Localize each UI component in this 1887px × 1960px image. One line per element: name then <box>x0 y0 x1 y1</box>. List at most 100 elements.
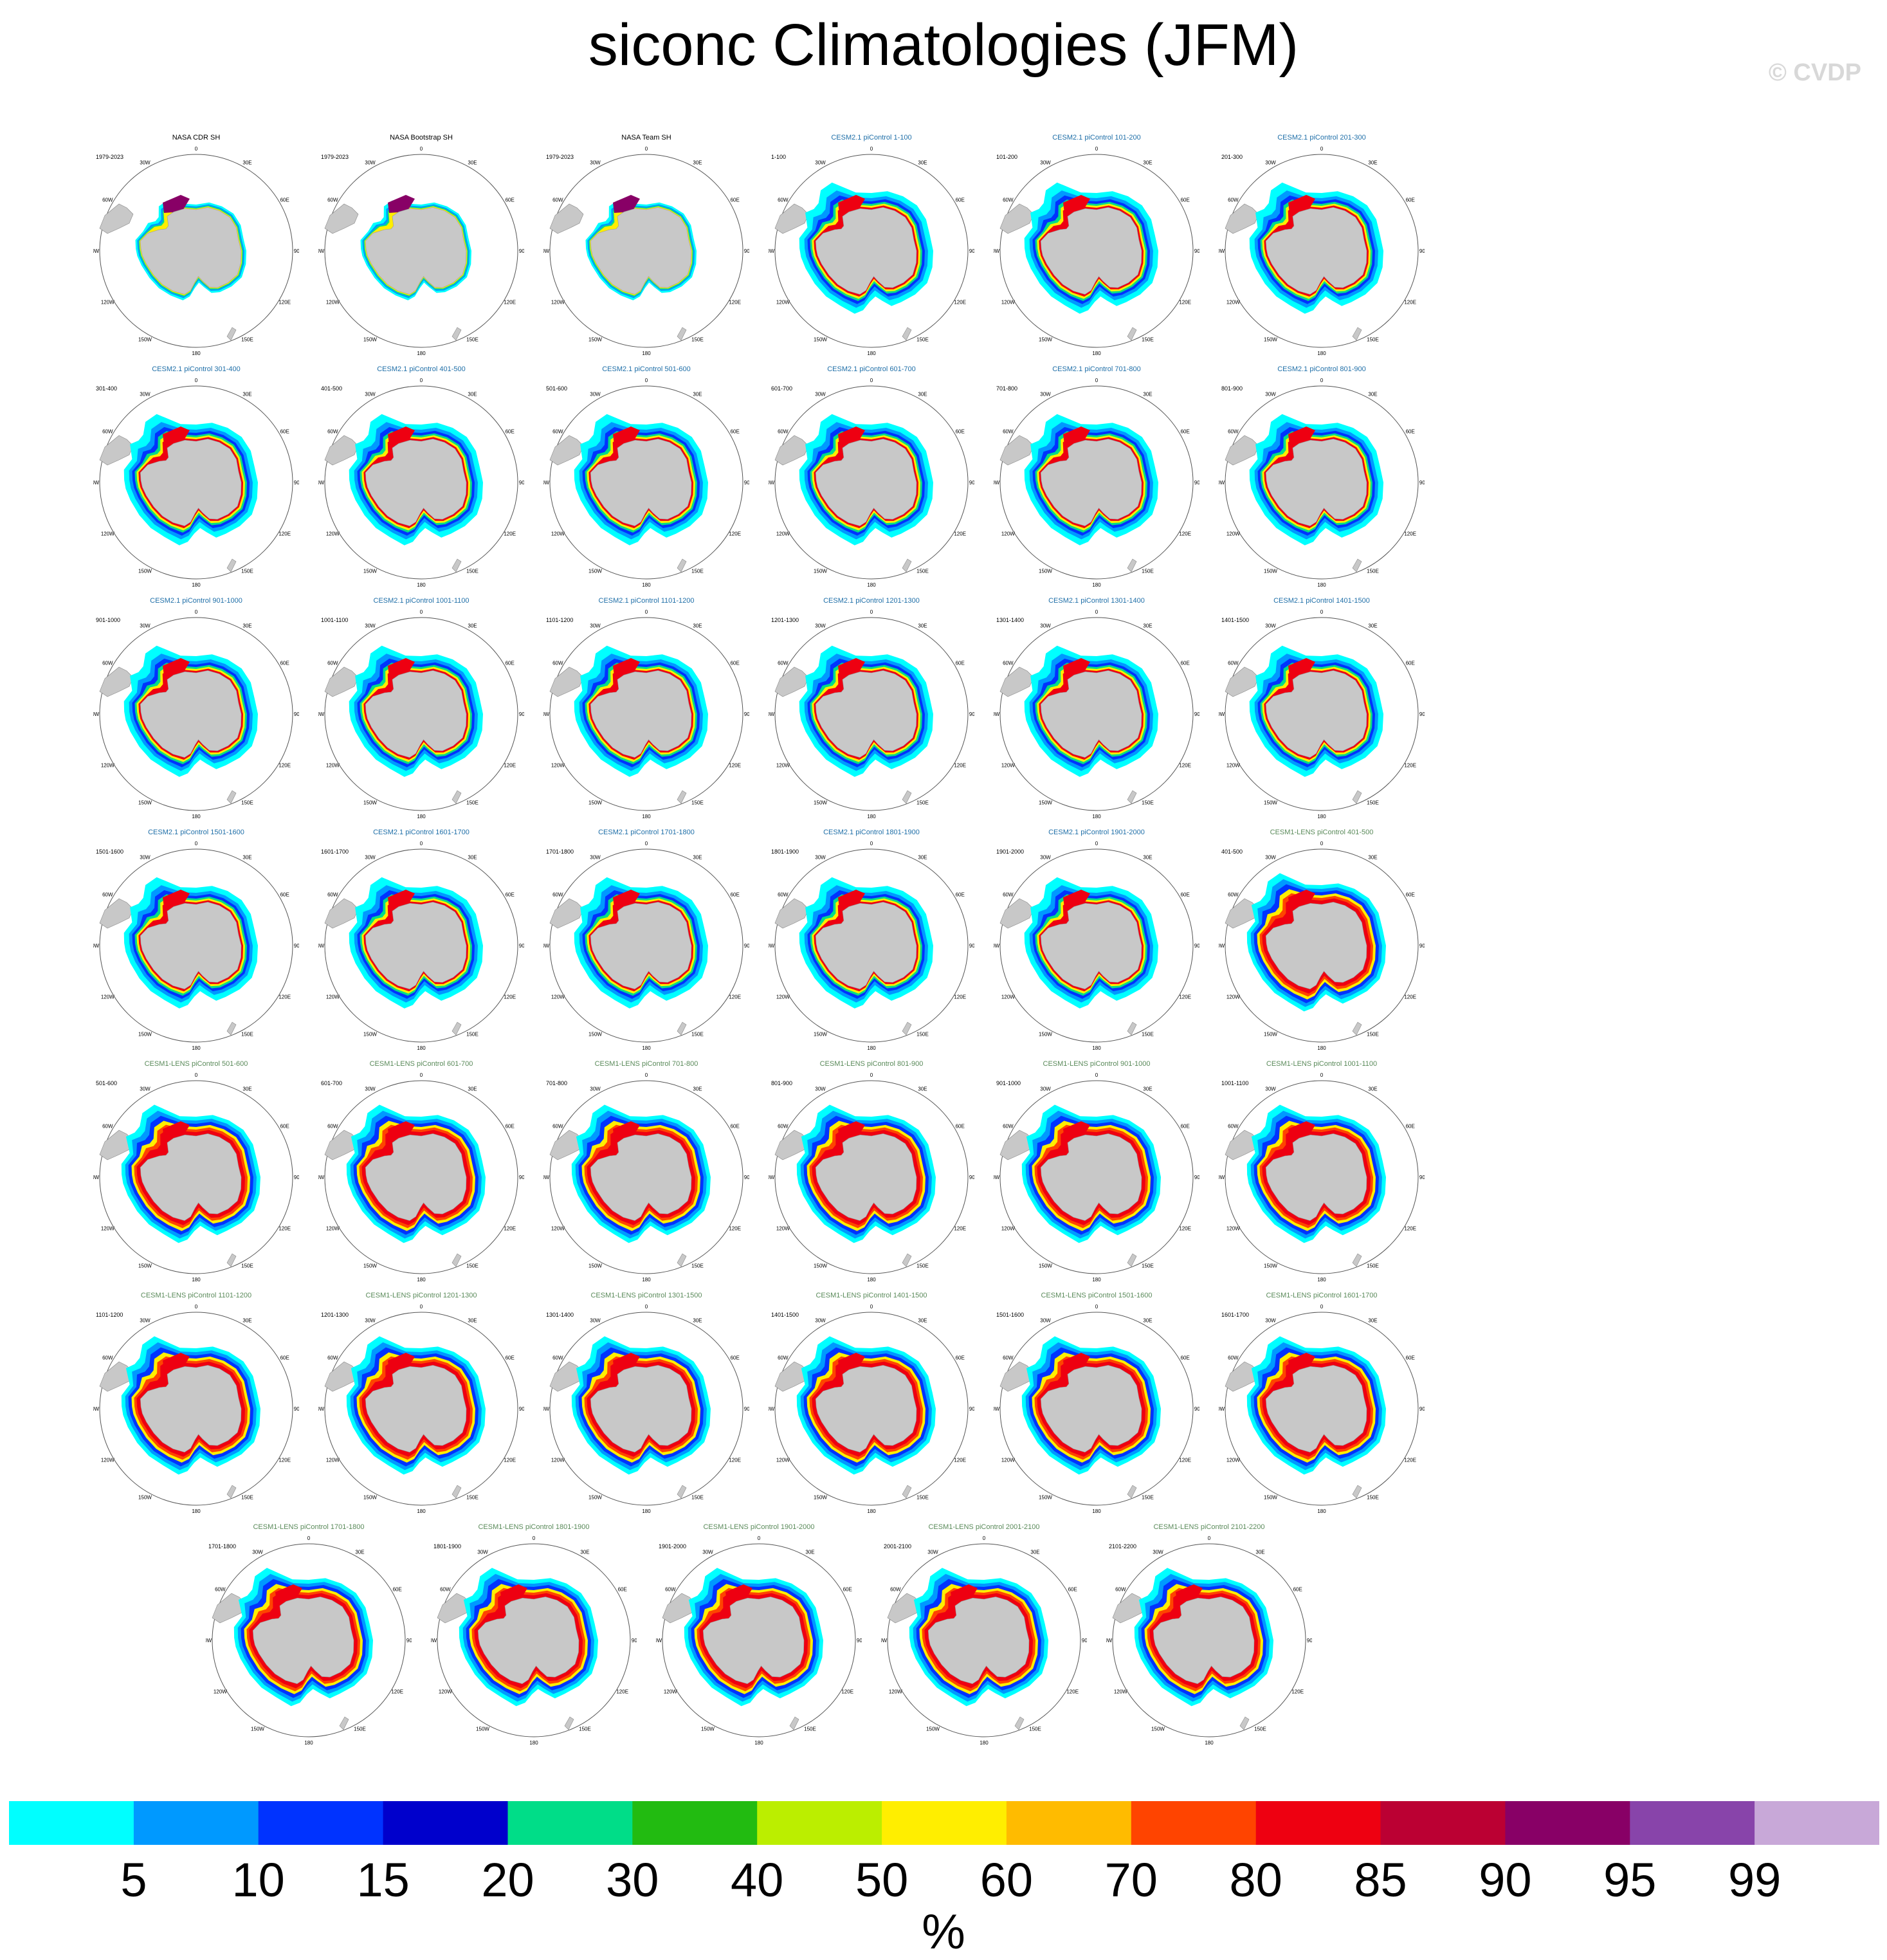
longitude-label: 90W <box>769 943 775 949</box>
weddell-sea-ice <box>951 1584 978 1602</box>
longitude-label: 60E <box>280 429 289 435</box>
longitude-label: 150W <box>363 1495 377 1501</box>
longitude-label: 120W <box>1001 300 1015 306</box>
panel-title: CESM2.1 piControl 1401-1500 <box>1273 597 1370 605</box>
longitude-label: 150W <box>1039 1495 1052 1501</box>
longitude-label: 120E <box>1404 300 1416 306</box>
longitude-label: 120W <box>101 531 114 537</box>
longitude-label: 60W <box>1003 197 1014 203</box>
antarctica-land <box>1040 1133 1142 1221</box>
longitude-label: 150W <box>138 1263 152 1269</box>
longitude-label: 90W <box>318 943 325 949</box>
longitude-label: 120E <box>729 763 741 769</box>
polar-map: CESM1-LENS piControl 2101-2200 2101-2200 0… <box>1106 1523 1312 1746</box>
longitude-label: 90E <box>1419 943 1425 949</box>
panel-title: NASA CDR SH <box>172 134 221 142</box>
longitude-label: 150E <box>916 1495 929 1501</box>
longitude-label: 180 <box>192 351 201 356</box>
map-panel: CESM1-LENS piControl 1701-1800 1701-1800 0… <box>206 1521 412 1746</box>
longitude-label: 90W <box>656 1638 662 1644</box>
longitude-label: 120W <box>551 1458 565 1463</box>
longitude-label: 180 <box>867 1508 876 1514</box>
map-panel: CESM1-LENS piControl 1301-1500 1301-1400 0… <box>543 1290 749 1515</box>
longitude-label: 30E <box>242 391 251 397</box>
longitude-label: 150W <box>814 1495 827 1501</box>
longitude-label: 60W <box>1115 1587 1126 1593</box>
map-panel: CESM1-LENS piControl 1001-1100 1001-1100 0… <box>1219 1058 1425 1283</box>
longitude-label: 90E <box>519 1406 524 1412</box>
longitude-label: 150E <box>241 1263 253 1269</box>
weddell-sea-ice <box>388 658 415 676</box>
polar-map: CESM1-LENS piControl 2001-2100 2001-2100 0… <box>881 1523 1087 1746</box>
colorbar-tick-label: 85 <box>1354 1853 1407 1907</box>
colorbar-tick-label: 60 <box>980 1853 1034 1907</box>
longitude-label: 30E <box>468 391 477 397</box>
south-america-land <box>1225 435 1259 466</box>
longitude-label: 30W <box>815 391 826 397</box>
colorbar-swatch <box>1380 1801 1506 1845</box>
weddell-sea-ice <box>1063 658 1090 676</box>
colorbar-swatch <box>1630 1801 1755 1845</box>
longitude-label: 90W <box>318 1406 325 1412</box>
longitude-label: 120E <box>729 531 741 537</box>
new-zealand-land <box>451 1485 462 1499</box>
new-zealand-land <box>226 1021 237 1036</box>
map-panel: CESM1-LENS piControl 2101-2200 2101-2200 0… <box>1106 1521 1312 1746</box>
longitude-label: 60W <box>327 1355 338 1361</box>
longitude-label: 60E <box>843 1587 852 1593</box>
new-zealand-land <box>1239 1716 1250 1730</box>
south-america-land <box>99 666 134 697</box>
longitude-label: 150E <box>916 1263 929 1269</box>
polar-map: CESM2.1 piControl 1001-1100 1001-1100 0 30E… <box>318 597 524 820</box>
longitude-label: 120E <box>391 1689 403 1695</box>
longitude-label: 30W <box>140 854 150 860</box>
longitude-label: 30E <box>1143 391 1152 397</box>
antarctica-land <box>140 670 242 758</box>
longitude-label: 60W <box>778 1355 789 1361</box>
longitude-label: 30W <box>140 391 150 397</box>
map-panel: CESM1-LENS piControl 1501-1600 1501-1600 0… <box>994 1290 1199 1515</box>
antarctica-land <box>815 439 917 526</box>
longitude-label: 120W <box>101 300 114 306</box>
new-zealand-land <box>226 327 237 341</box>
longitude-label: 30W <box>140 1086 150 1092</box>
longitude-label: 60E <box>393 1587 402 1593</box>
new-zealand-land <box>451 1253 462 1267</box>
longitude-label: 0 <box>870 378 873 383</box>
longitude-label: 30E <box>918 391 927 397</box>
longitude-label: 0 <box>1095 378 1098 383</box>
polar-map: CESM2.1 piControl 1701-1800 1701-1800 0 30E… <box>543 829 749 1051</box>
longitude-label: 90E <box>294 1175 299 1180</box>
longitude-label: 150E <box>241 337 253 343</box>
antarctica-land <box>1265 1365 1367 1452</box>
longitude-label: 150E <box>916 800 929 806</box>
longitude-label: 180 <box>1317 582 1326 588</box>
longitude-label: 30E <box>242 160 251 165</box>
longitude-label: 60E <box>1181 892 1190 898</box>
panel-period: 901-1000 <box>996 1080 1021 1086</box>
polar-map: CESM1-LENS piControl 701-800 701-800 0 30E 6… <box>543 1060 749 1283</box>
longitude-label: 180 <box>417 814 426 820</box>
panel-period: 1601-1700 <box>1221 1312 1249 1318</box>
longitude-label: 150W <box>1039 1263 1052 1269</box>
longitude-label: 120W <box>326 1458 340 1463</box>
longitude-label: 60E <box>1068 1587 1077 1593</box>
panel-title: CESM1-LENS piControl 901-1000 <box>1043 1060 1151 1068</box>
longitude-label: 30E <box>918 1317 927 1323</box>
weddell-sea-ice <box>163 1121 190 1139</box>
longitude-label: 90E <box>632 1638 637 1644</box>
longitude-label: 180 <box>192 1277 201 1283</box>
longitude-label: 90W <box>1219 1175 1225 1180</box>
panel-title: CESM2.1 piControl 1201-1300 <box>823 597 920 605</box>
weddell-sea-ice <box>163 195 190 213</box>
longitude-label: 30W <box>590 1086 601 1092</box>
longitude-label: 60E <box>1406 661 1415 666</box>
panel-title: CESM2.1 piControl 501-600 <box>602 365 691 373</box>
longitude-label: 180 <box>1092 582 1101 588</box>
longitude-label: 30E <box>242 854 251 860</box>
longitude-label: 0 <box>645 609 648 615</box>
longitude-label: 60W <box>552 429 563 435</box>
south-america-land <box>774 898 809 929</box>
longitude-label: 150W <box>1264 337 1277 343</box>
antarctica-land <box>365 1133 467 1221</box>
